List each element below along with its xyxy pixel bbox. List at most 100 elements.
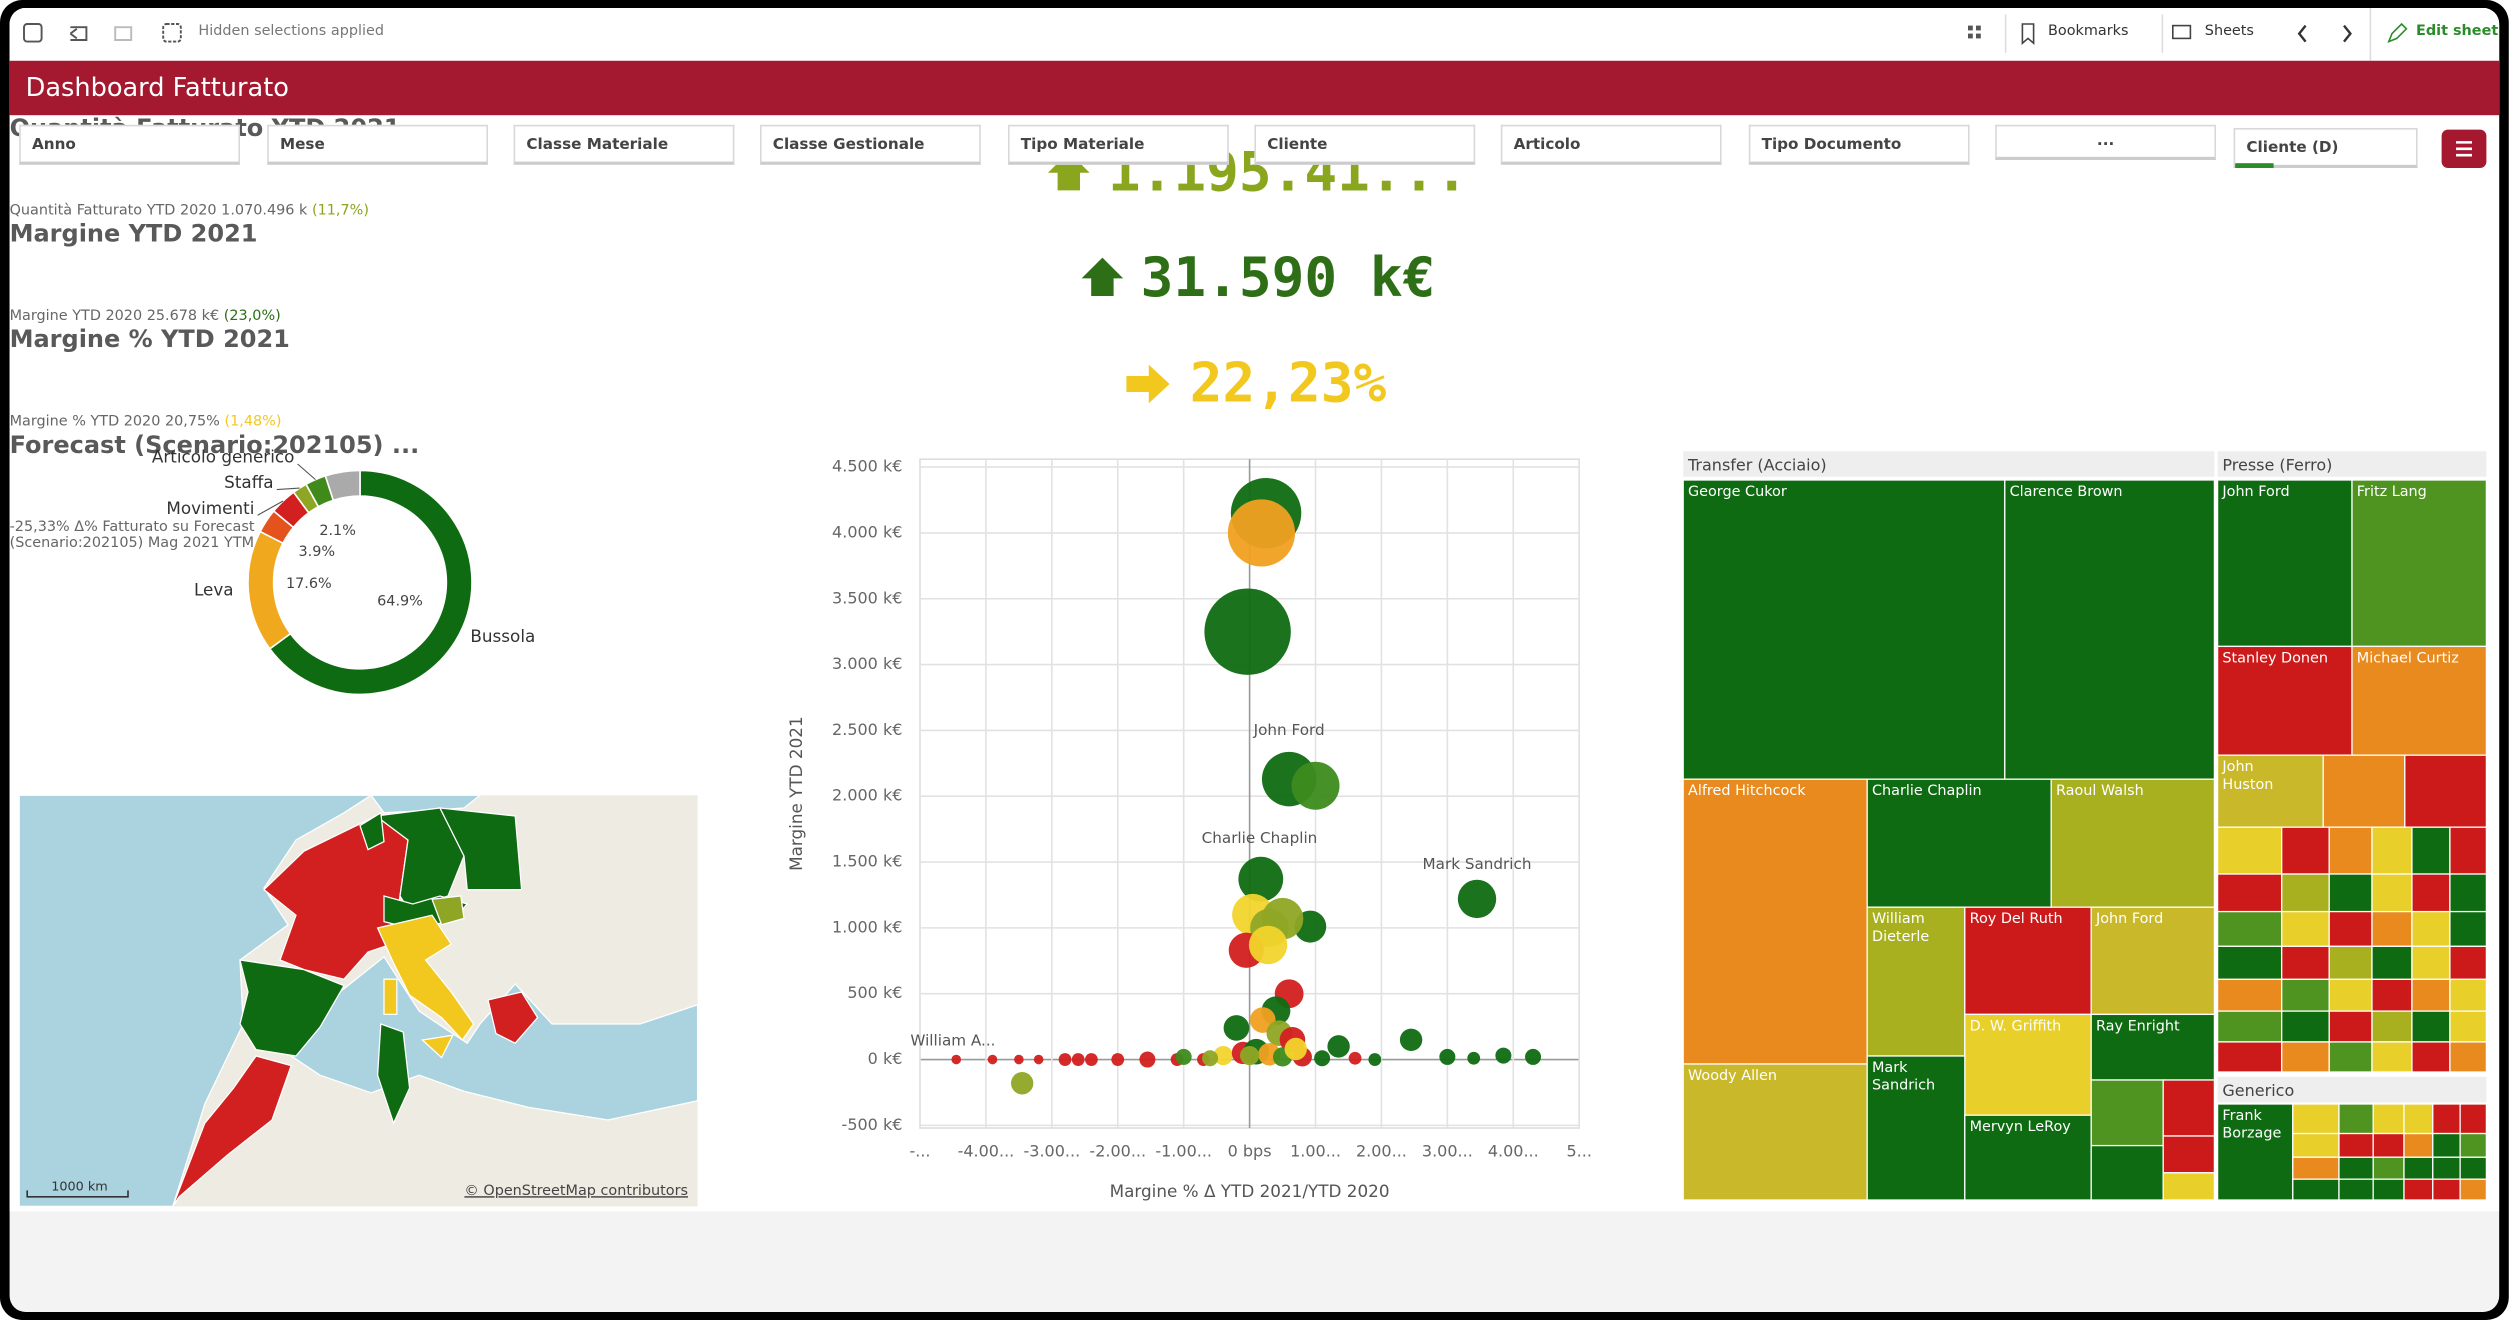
- forward-icon[interactable]: [114, 26, 133, 41]
- value-label: 17.6%: [286, 576, 332, 592]
- donut-segment: [247, 530, 292, 650]
- treemap-cell: [2328, 826, 2373, 875]
- segment-label: Movimenti: [166, 498, 254, 518]
- annotation: John Ford: [1253, 721, 1325, 739]
- treemap-cell: [1866, 778, 2052, 908]
- treemap-cell: [2216, 910, 2283, 947]
- map-attribution: © OpenStreetMap contributors: [464, 1183, 688, 1199]
- map-sea: [18, 794, 374, 1208]
- kpi-title: Forecast (Scenario:202105) ...: [9, 430, 420, 460]
- kpi-value-row: 31.590 k€: [10, 248, 2500, 309]
- treemap-cell: [2411, 1010, 2451, 1043]
- bubble: [1457, 879, 1497, 919]
- value-label: 64.9%: [377, 594, 423, 610]
- treemap-cell: [2281, 945, 2330, 980]
- segment-label: Articolo generico: [152, 447, 295, 467]
- treemap-cell: [2162, 1135, 2216, 1174]
- filter-box[interactable]: Tipo Documento: [1748, 124, 1970, 165]
- filter-box[interactable]: Articolo: [1500, 124, 1722, 165]
- kpi-subtitle: Margine YTD 2020 25.678 k€ (23,0%): [10, 309, 2500, 325]
- bubble: [1248, 925, 1288, 965]
- edit-icon[interactable]: [2386, 22, 2408, 44]
- treemap-cell: [2216, 1010, 2283, 1043]
- bubble: [1284, 1037, 1307, 1061]
- bubble: [1467, 1051, 1481, 1065]
- treemap-cell: [2328, 910, 2373, 947]
- smart-search-icon[interactable]: [23, 23, 43, 43]
- treemap-cell: [2216, 978, 2283, 1012]
- bubble: [1010, 1072, 1034, 1095]
- treemap-cell: [2432, 1178, 2461, 1201]
- sheets-icon[interactable]: [2170, 21, 2196, 47]
- treemap-cell: [2216, 945, 2283, 980]
- treemap-cell: [2371, 826, 2413, 875]
- treemap-cell: [2403, 1178, 2434, 1201]
- treemap-cell-label: Raoul Walsh: [2056, 783, 2144, 799]
- treemap-group-title: Transfer (Acciaio): [1687, 455, 1827, 474]
- y-tick-label: 4.000 k€: [832, 522, 902, 541]
- treemap-cell: [2004, 479, 2216, 780]
- kpi-value: 22,23%: [1189, 352, 1387, 416]
- map-benelux: [359, 811, 385, 851]
- segment-label: Leva: [194, 579, 234, 599]
- bookmarks-button[interactable]: Bookmarks: [2048, 24, 2129, 40]
- treemap-cell: [2371, 1010, 2413, 1043]
- y-axis-label: Margine YTD 2021: [786, 716, 806, 871]
- y-tick-label: 1.500 k€: [832, 852, 902, 871]
- x-axis-label: Margine % Δ YTD 2021/YTD 2020: [1110, 1181, 1390, 1201]
- nav-arrows[interactable]: [2290, 21, 2370, 47]
- filter-box[interactable]: ···: [1995, 124, 2216, 160]
- screen: Hidden selections applied Bookmarks Shee…: [9, 8, 2500, 1312]
- bubble: [1175, 1048, 1192, 1065]
- treemap-cell: [1866, 1055, 1966, 1201]
- filter-box[interactable]: Anno: [19, 124, 241, 165]
- hidden-selections: Hidden selections applied: [198, 24, 384, 40]
- treemap-cell-label: Roy Del Ruth: [1970, 911, 2063, 927]
- treemap-cell: [2459, 1132, 2488, 1158]
- map-sardinia: [383, 978, 398, 1016]
- edit-sheet-button[interactable]: Edit sheet: [2416, 24, 2499, 40]
- treemap-cell: [2292, 1178, 2340, 1201]
- sheets-button[interactable]: Sheets: [2204, 24, 2254, 40]
- grid-icon[interactable]: [1962, 21, 1994, 47]
- treemap-cell: [2050, 778, 2216, 908]
- treemap-cell: [2371, 978, 2413, 1012]
- value-label: 3.9%: [299, 544, 336, 560]
- treemap-cell-label: William Dieterle: [1872, 911, 1929, 945]
- bubble: [1111, 1053, 1125, 1066]
- filter-box[interactable]: Tipo Materiale: [1008, 124, 1229, 165]
- bubble: [1240, 1045, 1260, 1066]
- treemap-cell-label: Mark Sandrich: [1872, 1060, 1935, 1094]
- treemap-cell: [2292, 1103, 2340, 1135]
- kpi-value-row: 22,23%: [10, 352, 2500, 416]
- treemap-cell: [2338, 1156, 2374, 1180]
- sheet-title: Dashboard Fatturato: [9, 60, 2500, 116]
- filter-box[interactable]: Classe Gestionale: [760, 124, 981, 165]
- selection-bar: [2235, 163, 2274, 168]
- filter-box[interactable]: Classe Materiale: [513, 124, 735, 165]
- treemap-cell: [2449, 945, 2488, 980]
- menu-button[interactable]: [2441, 129, 2487, 168]
- treemap-cell: [2090, 1079, 2164, 1147]
- treemap-cell: [1964, 1114, 2092, 1201]
- x-tick-label: -...: [909, 1142, 930, 1161]
- filter-box[interactable]: Cliente: [1254, 124, 1476, 165]
- treemap-cell: [1682, 778, 1868, 1065]
- arrow-right: [1125, 364, 1169, 404]
- treemap-cell-label: John Ford: [2095, 911, 2163, 927]
- filter-box[interactable]: Mese: [267, 124, 488, 165]
- treemap-cell: [2281, 873, 2330, 913]
- x-tick-label: 1.00...: [1290, 1142, 1341, 1161]
- filter-box[interactable]: Cliente (D): [2233, 128, 2418, 168]
- back-icon[interactable]: [69, 26, 88, 41]
- treemap-cell-label: Alfred Hitchcock: [1688, 783, 1806, 799]
- treemap-cell-label: Michael Curtiz: [2357, 650, 2459, 666]
- trend-arrow: [1125, 364, 1169, 404]
- treemap-group-title: Presse (Ferro): [2222, 455, 2332, 474]
- bookmark-icon[interactable]: [2018, 21, 2040, 47]
- kpi-title: Margine YTD 2021: [9, 219, 258, 248]
- treemap-cell: [2372, 1178, 2405, 1201]
- clear-icon[interactable]: [162, 23, 182, 43]
- x-tick-label: -3.00...: [1024, 1142, 1081, 1161]
- treemap-cell: [2281, 1010, 2330, 1043]
